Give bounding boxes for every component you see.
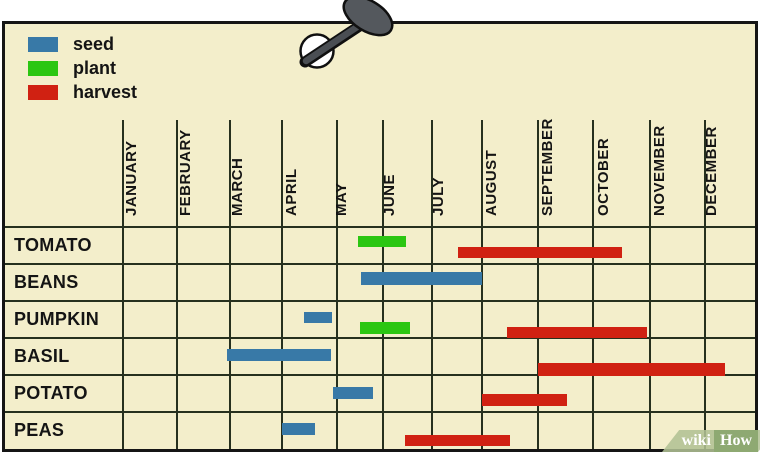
grid-line-horizontal [5, 300, 755, 302]
peas-seed-bar [282, 423, 315, 435]
legend-label-harvest: harvest [73, 82, 138, 102]
grid-line-horizontal [5, 411, 755, 413]
grid-line-horizontal [5, 263, 755, 265]
grid-line-vertical [537, 120, 539, 449]
month-label-february: FEBRUARY [176, 129, 194, 216]
month-label-november: NOVEMBER [650, 125, 668, 216]
month-label-may: MAY [333, 182, 350, 216]
row-label-basil: BASIL [14, 346, 70, 366]
watermark-wiki-text: wiki [681, 432, 711, 449]
month-label-march: MARCH [229, 157, 246, 216]
basil-seed-bar [227, 349, 332, 361]
peas-harvest-bar [405, 435, 510, 446]
potato-seed-bar [333, 387, 373, 399]
row-label-tomato: TOMATO [14, 235, 92, 255]
grid-line-horizontal [5, 374, 755, 376]
month-label-july: JULY [430, 177, 447, 216]
month-label-december: DECEMBER [703, 126, 720, 216]
grid-line-vertical [481, 120, 483, 449]
legend-label-seed: seed [73, 34, 115, 54]
pumpkin-harvest-bar [507, 327, 648, 338]
legend-swatch-plant [28, 60, 58, 76]
grid-line-vertical [281, 120, 283, 449]
wikihow-watermark: wiki How [662, 430, 760, 452]
beans-seed-bar [360, 272, 482, 285]
row-label-peas: PEAS [14, 420, 65, 440]
month-label-october: OCTOBER [594, 137, 612, 216]
pumpkin-seed-bar [304, 312, 332, 323]
legend-label-plant: plant [73, 58, 116, 78]
legend-item-seed: seed [28, 34, 115, 54]
month-label-april: APRIL [282, 168, 300, 217]
chart-panel: seed plant harvest JANUARY FEBRUARY MARCH APR… [2, 21, 760, 452]
grid-line-vertical [704, 120, 706, 449]
potato-harvest-bar [482, 394, 568, 406]
row-label-pumpkin: PUMPKIN [14, 309, 100, 329]
row-label-beans: BEANS [14, 272, 79, 292]
grid-line-vertical [176, 120, 178, 449]
month-label-january: JANUARY [123, 140, 140, 216]
grid-line-vertical [649, 120, 651, 449]
legend-item-plant: plant [28, 58, 116, 78]
legend-item-harvest: harvest [28, 82, 138, 102]
grid-line-vertical [336, 120, 338, 449]
grid-line-vertical [122, 120, 124, 449]
tomato-harvest-bar [458, 247, 623, 258]
basil-harvest-bar [538, 363, 725, 376]
grid-line-vertical [592, 120, 594, 449]
grid-line-horizontal [5, 226, 755, 228]
tomato-plant-bar [357, 236, 407, 247]
pumpkin-plant-bar [360, 322, 410, 334]
month-label-june: JUNE [380, 173, 398, 216]
month-label-september: SEPTEMBER [538, 118, 556, 216]
watermark-how-text: How [714, 430, 758, 452]
grid-line-horizontal [5, 337, 755, 339]
month-label-august: AUGUST [483, 149, 500, 216]
legend-swatch-seed [28, 36, 58, 52]
row-label-potato: POTATO [14, 383, 88, 403]
legend-swatch-harvest [28, 84, 58, 100]
grid-line-vertical [229, 120, 231, 449]
